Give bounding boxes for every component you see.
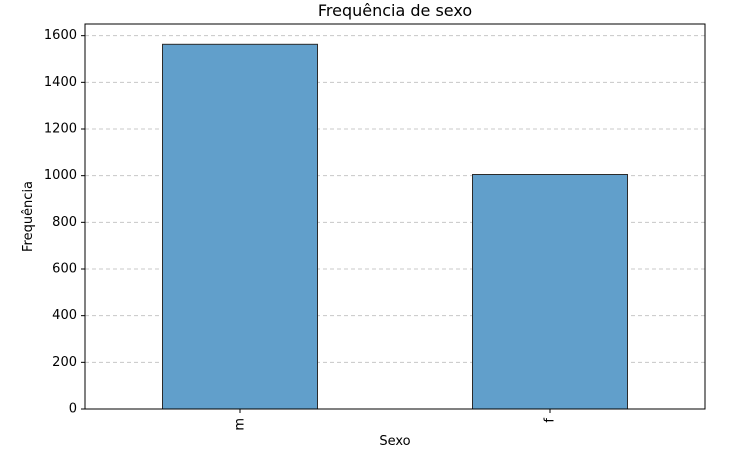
y-axis-title: Frequência <box>21 181 36 252</box>
y-tick-label: 800 <box>52 215 77 230</box>
y-tick-label: 600 <box>52 262 77 277</box>
y-tick-label: 0 <box>69 402 77 417</box>
x-tick-label: f <box>543 418 558 423</box>
bars <box>162 43 628 410</box>
y-axis-ticks: 0 200 400 600 800 1000 1200 1400 1600 <box>44 28 85 417</box>
y-tick-label: 400 <box>52 308 77 323</box>
y-tick-label: 1600 <box>44 28 77 43</box>
plot-frame <box>84 23 706 410</box>
y-tick-label: 1200 <box>44 122 77 137</box>
y-tick-label: 200 <box>52 355 77 370</box>
bar-f <box>472 174 628 410</box>
chart-title: Frequência de sexo <box>318 1 472 20</box>
y-tick-label: 1400 <box>44 75 77 90</box>
y-tick-label: 1000 <box>44 168 77 183</box>
x-tick-label: m <box>233 418 248 431</box>
bar-m <box>162 43 318 410</box>
x-axis-title: Sexo <box>379 434 410 449</box>
